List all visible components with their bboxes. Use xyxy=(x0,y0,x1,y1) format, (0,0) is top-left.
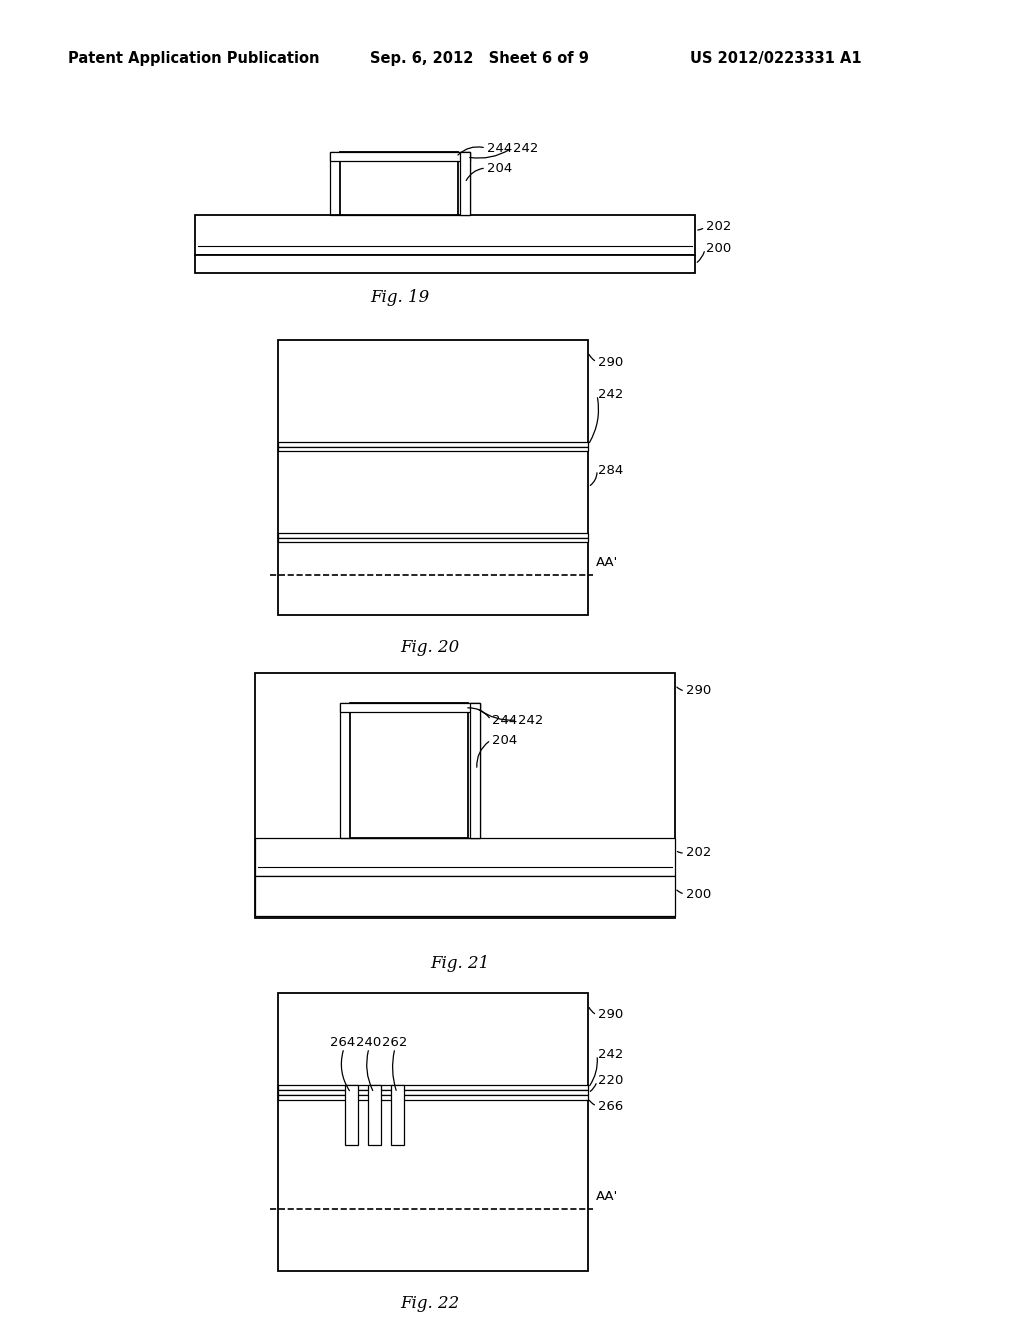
Bar xyxy=(255,838,675,876)
FancyArrowPatch shape xyxy=(392,1051,396,1090)
Text: 262: 262 xyxy=(382,1036,408,1049)
Text: 242: 242 xyxy=(518,714,544,726)
Bar xyxy=(255,876,675,916)
Bar xyxy=(340,152,458,215)
Bar xyxy=(350,704,468,838)
Text: 242: 242 xyxy=(513,141,539,154)
Bar xyxy=(278,1096,588,1100)
Bar xyxy=(278,1085,588,1090)
FancyArrowPatch shape xyxy=(590,1057,597,1086)
Bar xyxy=(278,447,588,451)
Text: Fig. 22: Fig. 22 xyxy=(400,1295,460,1312)
FancyArrowPatch shape xyxy=(589,1007,595,1014)
Text: 202: 202 xyxy=(686,846,712,859)
Bar xyxy=(278,341,588,615)
Text: 220: 220 xyxy=(598,1074,624,1088)
FancyArrowPatch shape xyxy=(367,1051,373,1090)
Bar xyxy=(278,442,588,447)
FancyArrowPatch shape xyxy=(590,1084,596,1092)
Text: 204: 204 xyxy=(487,161,512,174)
FancyArrowPatch shape xyxy=(677,890,682,894)
FancyArrowPatch shape xyxy=(458,147,483,154)
Text: 264: 264 xyxy=(330,1036,355,1049)
Text: 204: 204 xyxy=(492,734,517,747)
Text: 200: 200 xyxy=(686,887,712,900)
Text: Fig. 19: Fig. 19 xyxy=(371,289,430,305)
Bar xyxy=(345,1085,358,1144)
Bar xyxy=(340,704,480,711)
FancyArrowPatch shape xyxy=(470,149,510,158)
Bar xyxy=(278,1090,588,1096)
Text: Patent Application Publication: Patent Application Publication xyxy=(68,50,319,66)
Text: Fig. 21: Fig. 21 xyxy=(430,954,489,972)
Text: AA': AA' xyxy=(596,557,618,569)
Bar xyxy=(330,152,470,161)
Text: 244: 244 xyxy=(487,141,512,154)
Text: 240: 240 xyxy=(356,1036,381,1049)
FancyArrowPatch shape xyxy=(590,397,598,442)
FancyArrowPatch shape xyxy=(466,169,483,181)
FancyArrowPatch shape xyxy=(590,1101,595,1105)
FancyArrowPatch shape xyxy=(590,473,597,486)
Text: 242: 242 xyxy=(598,1048,624,1061)
Text: 200: 200 xyxy=(706,243,731,256)
FancyArrowPatch shape xyxy=(468,708,489,718)
Text: Fig. 20: Fig. 20 xyxy=(400,639,460,656)
Text: AA': AA' xyxy=(596,1191,618,1204)
Text: 284: 284 xyxy=(598,463,624,477)
Text: 242: 242 xyxy=(598,388,624,401)
Bar xyxy=(460,152,470,215)
Bar xyxy=(330,152,470,215)
Bar xyxy=(195,255,695,273)
Text: 290: 290 xyxy=(598,355,624,368)
Bar xyxy=(470,704,480,838)
FancyArrowPatch shape xyxy=(589,355,595,360)
Bar xyxy=(368,1085,381,1144)
Text: 266: 266 xyxy=(598,1100,624,1113)
Bar xyxy=(278,539,588,543)
Bar xyxy=(195,215,695,255)
Bar xyxy=(340,704,480,838)
Bar xyxy=(255,673,675,917)
Text: 202: 202 xyxy=(706,220,731,234)
FancyArrowPatch shape xyxy=(677,688,682,690)
Text: 244: 244 xyxy=(492,714,517,726)
Bar xyxy=(278,993,588,1271)
Bar xyxy=(391,1085,404,1144)
Bar xyxy=(278,533,588,539)
FancyArrowPatch shape xyxy=(479,710,514,721)
FancyArrowPatch shape xyxy=(697,252,705,263)
Text: 290: 290 xyxy=(686,685,712,697)
FancyArrowPatch shape xyxy=(477,742,488,767)
Text: US 2012/0223331 A1: US 2012/0223331 A1 xyxy=(690,50,861,66)
FancyArrowPatch shape xyxy=(677,851,682,853)
FancyArrowPatch shape xyxy=(697,228,702,230)
Text: Sep. 6, 2012   Sheet 6 of 9: Sep. 6, 2012 Sheet 6 of 9 xyxy=(370,50,589,66)
FancyArrowPatch shape xyxy=(341,1051,349,1090)
Text: 290: 290 xyxy=(598,1008,624,1022)
